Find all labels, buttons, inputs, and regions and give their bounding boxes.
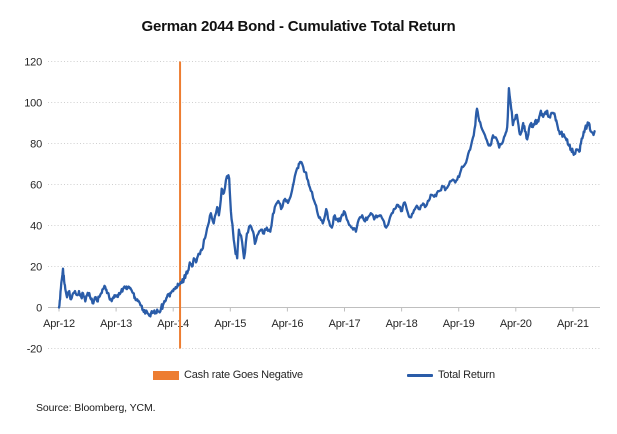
x-axis-tick-label: Apr-15 bbox=[214, 318, 246, 330]
y-axis-tick-label: 20 bbox=[30, 262, 42, 274]
y-axis-tick-label: -20 bbox=[27, 344, 42, 356]
y-axis-tick-label: 60 bbox=[30, 180, 42, 192]
x-axis-tick-label: Apr-18 bbox=[386, 318, 418, 330]
y-axis-tick-label: 40 bbox=[30, 221, 42, 233]
total-return-line bbox=[57, 87, 596, 318]
total-return-legend-swatch-icon bbox=[407, 373, 433, 377]
x-axis-tick-label: Apr-13 bbox=[100, 318, 132, 330]
x-axis-tick-label: Apr-21 bbox=[557, 318, 589, 330]
x-axis-tick-label: Apr-20 bbox=[500, 318, 532, 330]
legend: Cash rate Goes Negative Total Return bbox=[0, 369, 617, 385]
legend-label-total-return: Total Return bbox=[438, 369, 495, 381]
x-axis-tick-label: Apr-14 bbox=[157, 318, 189, 330]
x-axis-tick-label: Apr-16 bbox=[271, 318, 303, 330]
chart-title: German 2044 Bond - Cumulative Total Retu… bbox=[141, 18, 456, 35]
y-axis-tick-label: 0 bbox=[36, 303, 42, 315]
legend-item-cash-rate: Cash rate Goes Negative bbox=[153, 369, 303, 381]
x-axis-tick-label: Apr-12 bbox=[43, 318, 75, 330]
cash-rate-legend-swatch-icon bbox=[153, 370, 179, 380]
y-axis-tick-label: 80 bbox=[30, 139, 42, 151]
x-axis-tick-label: Apr-19 bbox=[443, 318, 475, 330]
legend-item-total-return: Total Return bbox=[407, 369, 495, 381]
y-axis-tick-label: 120 bbox=[24, 57, 42, 69]
source-note: Source: Bloomberg, YCM. bbox=[36, 402, 156, 414]
y-axis-tick-label: 100 bbox=[24, 98, 42, 110]
legend-label-cash-rate: Cash rate Goes Negative bbox=[184, 369, 303, 381]
x-axis-tick-label: Apr-17 bbox=[329, 318, 361, 330]
